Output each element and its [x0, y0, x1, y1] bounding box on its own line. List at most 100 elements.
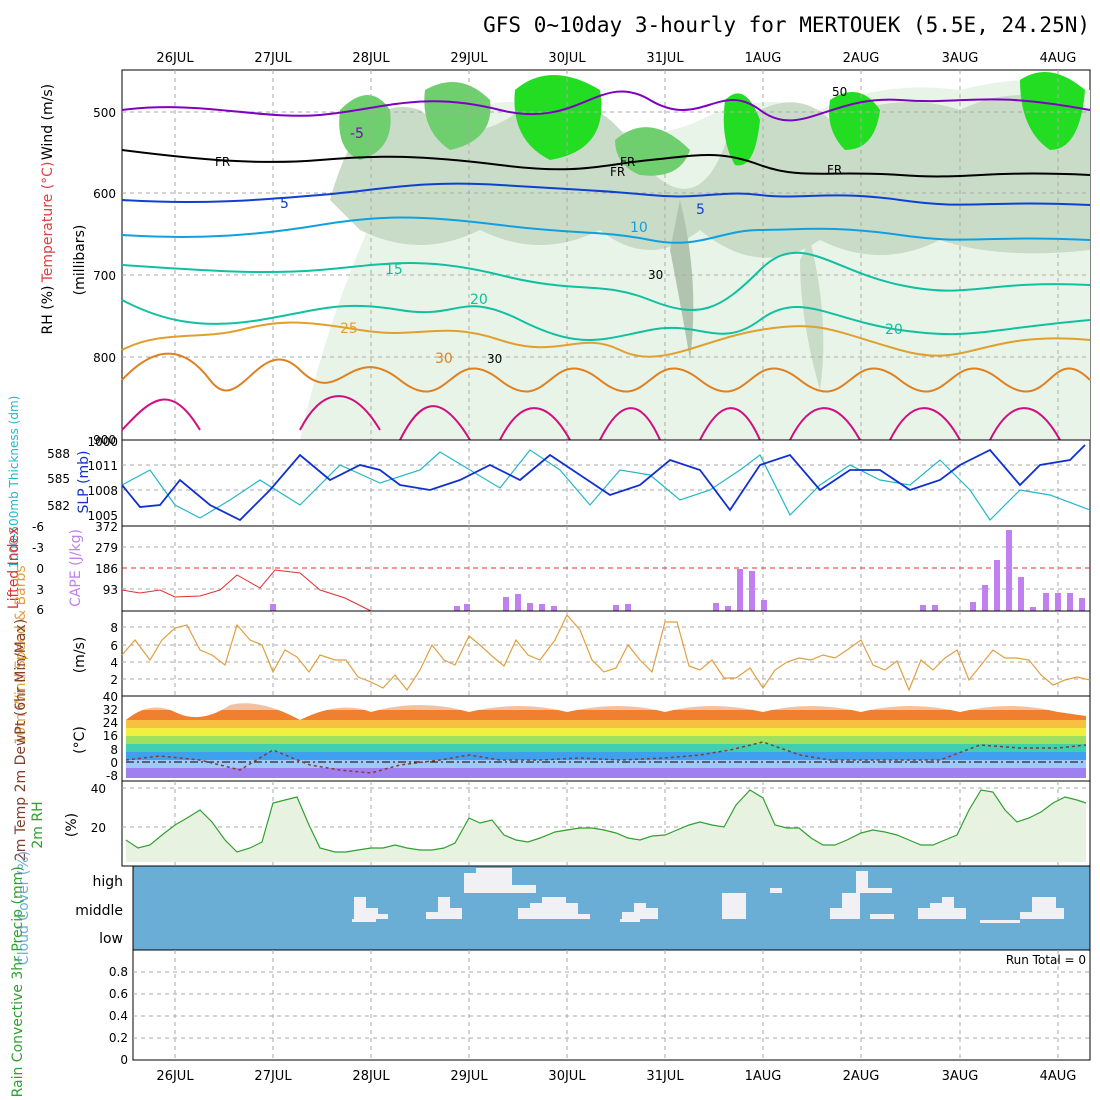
temp-tick-label: 32 — [103, 703, 118, 717]
contour-label: FR — [215, 155, 230, 169]
y-tick-label: 600 — [93, 187, 116, 201]
wind-speed-series — [121, 613, 1091, 692]
thickness-tick-label: 588 — [47, 447, 70, 461]
wind-units-label: (m/s) — [72, 637, 88, 674]
contour-label: 30 — [435, 351, 453, 367]
lifted-index-axis-label: Lifted Index — [6, 527, 22, 609]
date-label: 31JUL — [646, 1069, 684, 1084]
y-tick-label: 500 — [93, 106, 116, 120]
contour-label: -5 — [350, 126, 364, 142]
cloud-bars — [352, 868, 1064, 923]
li-tick-label: -6 — [32, 520, 44, 534]
date-label: 4AUG — [1040, 51, 1077, 66]
upper-air-panel: -5 5 10 15 20 25 30 20 5 FR FR FR FR 50 … — [40, 69, 1091, 447]
temp-tick-label: 8 — [110, 743, 118, 757]
date-label: 28JUL — [352, 1069, 390, 1084]
date-label: 2AUG — [843, 1069, 880, 1084]
thickness-axis-label: 1000-500mb Thickness (dm) — [7, 396, 21, 569]
slp-tick-label: 1008 — [87, 484, 118, 498]
date-label: 30JUL — [548, 1069, 586, 1084]
thickness-panel-frame — [121, 439, 1091, 527]
contour-label: 20 — [470, 292, 488, 308]
rh-tick-label: 20 — [91, 821, 106, 835]
bottom-date-labels: 26JUL 27JUL 28JUL 29JUL 30JUL 31JUL 1AUG… — [156, 1069, 1076, 1084]
date-label: 29JUL — [450, 51, 488, 66]
cape-tick-label: 186 — [95, 562, 118, 576]
temp-tick-label: 24 — [103, 716, 118, 730]
rh-axis-label: 2m RH — [30, 801, 46, 848]
run-total-label: Run Total = 0 — [1006, 953, 1086, 967]
li-tick-label: 6 — [36, 603, 44, 617]
wind-tick-label: 6 — [110, 639, 118, 653]
temperature-color-bands — [126, 700, 1086, 778]
cape-li-panel: -6 -3 0 3 6 372 279 186 93 Lifted Index … — [6, 520, 1091, 617]
upper-gridlines — [122, 70, 1090, 440]
date-label: 1AUG — [745, 1069, 782, 1084]
date-label: 1AUG — [745, 51, 782, 66]
thickness-slp-panel: 588 585 582 1011 1008 1005 1000 1000-500… — [7, 396, 1091, 569]
cloud-cover-panel: high middle low Cloud Cover (%) — [16, 851, 1091, 965]
slp-tick-label: 1000 — [87, 435, 118, 449]
rh2m-area — [126, 790, 1086, 862]
cape-tick-label: 279 — [95, 541, 118, 555]
temp-tick-label: 16 — [103, 729, 118, 743]
cape-panel-frame — [121, 525, 1091, 612]
contour-label: 30 — [487, 352, 502, 366]
temperature-axis-label: Temperature (°C) — [40, 162, 56, 284]
cape-bars — [270, 530, 1085, 611]
contour-label: FR — [827, 163, 842, 177]
lifted-index-series — [121, 569, 372, 612]
rh-units-label: (%) — [64, 813, 80, 837]
temp-tick-label: -8 — [106, 769, 118, 783]
contour-labels: -5 5 10 15 20 25 30 20 5 FR FR FR FR 50 … — [215, 85, 903, 367]
y-tick-label: 700 — [93, 269, 116, 283]
date-label: 27JUL — [254, 51, 292, 66]
contour-label: 50 — [832, 85, 847, 99]
wind-gridlines — [122, 611, 1090, 696]
precip-panel-frame — [132, 949, 1091, 1061]
contour-label: 5 — [280, 196, 289, 212]
precip-tick-label: 0.8 — [109, 965, 128, 979]
li-tick-label: 0 — [36, 562, 44, 576]
temp-units-label: (°C) — [72, 726, 88, 754]
pressure-axis-label: (millibars) — [72, 225, 88, 296]
temperature-contours — [121, 90, 1091, 441]
date-label: 26JUL — [156, 51, 194, 66]
precip-tick-label: 0 — [120, 1053, 128, 1067]
wind-axis-label: Wind (m/s) — [40, 84, 56, 160]
rh-axis-label: RH (%) — [40, 286, 56, 335]
contour-label: 30 — [648, 268, 663, 282]
contour-label: 15 — [385, 262, 403, 278]
contour-label: 10 — [630, 220, 648, 236]
thickness-tick-label: 585 — [47, 472, 70, 486]
precip-tick-label: 0.6 — [109, 987, 128, 1001]
wind-tick-label: 2 — [110, 673, 118, 687]
precip-axis-label: Total / Rain Convective 3hr Precip (mm) — [10, 866, 26, 1100]
wind-tick-label: 4 — [110, 656, 118, 670]
precip-gridlines — [133, 950, 1090, 1060]
li-tick-label: -3 — [32, 541, 44, 555]
cloud-level-high: high — [92, 874, 123, 890]
wind-axis-label: 10m Wind Speed & Barbs — [13, 565, 29, 744]
slp-series — [121, 444, 1086, 522]
y-tick-label: 800 — [93, 351, 116, 365]
date-label: 31JUL — [646, 51, 684, 66]
cape-tick-label: 93 — [103, 583, 118, 597]
contour-label: 20 — [885, 322, 903, 338]
date-label: 3AUG — [942, 1069, 979, 1084]
thickness-tick-label: 582 — [47, 499, 70, 513]
date-label: 3AUG — [942, 51, 979, 66]
slp-axis-label: SLP (mb) — [76, 450, 92, 513]
contour-label: 5 — [696, 202, 705, 218]
contour-label: 25 — [340, 321, 358, 337]
date-label: 2AUG — [843, 51, 880, 66]
wind10m-panel: 8 6 4 2 10m Wind Speed & Barbs (m/s) — [13, 565, 1091, 745]
date-label: 29JUL — [450, 1069, 488, 1084]
rh-shading — [300, 72, 1090, 440]
cape-tick-label: 372 — [95, 520, 118, 534]
thickness-series — [121, 449, 1091, 521]
wind-panel-frame — [121, 610, 1091, 697]
contour-label: FR — [610, 165, 625, 179]
contour-label: FR — [620, 155, 635, 169]
